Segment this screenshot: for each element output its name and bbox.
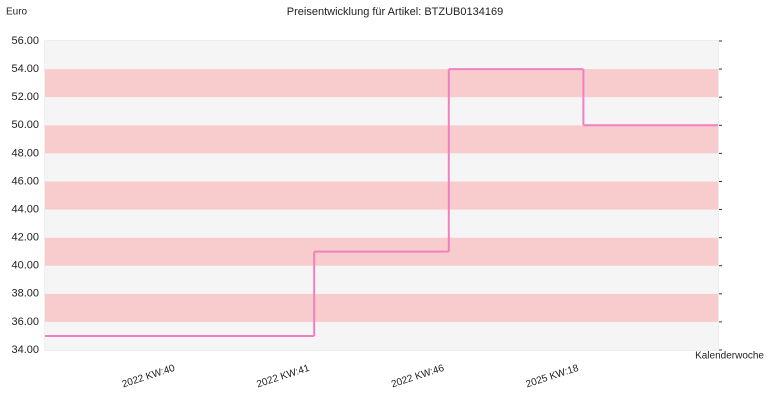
x-axis-label: Kalenderwoche xyxy=(695,351,764,362)
band xyxy=(45,69,718,98)
band xyxy=(45,97,718,126)
y-tick-label: 42.00 xyxy=(11,232,39,244)
band xyxy=(45,153,718,182)
y-tick-label: 36.00 xyxy=(11,316,39,328)
band xyxy=(45,125,718,154)
band xyxy=(45,41,718,70)
band xyxy=(45,293,718,322)
x-tick-label: 2022 KW:40 xyxy=(121,363,177,391)
x-tick-label: 2025 KW:18 xyxy=(525,363,581,391)
y-tick-label: 34.00 xyxy=(11,344,39,356)
y-tick-label: 38.00 xyxy=(11,288,39,300)
y-tick-label: 44.00 xyxy=(11,203,39,215)
y-tick-label: 46.00 xyxy=(11,175,39,187)
x-tick-label: 2022 KW:41 xyxy=(255,363,311,391)
y-tick-label: 56.00 xyxy=(11,35,39,47)
band xyxy=(45,181,718,210)
x-tick-label: 2022 KW:46 xyxy=(390,363,446,391)
chart-title: Preisentwicklung für Artikel: BTZUB01341… xyxy=(287,6,503,18)
y-tick-label: 48.00 xyxy=(11,147,39,159)
y-tick-label: 40.00 xyxy=(11,260,39,272)
y-tick-label: 52.00 xyxy=(11,91,39,103)
y-tick-label: 50.00 xyxy=(11,119,39,131)
y-axis-label: Euro xyxy=(6,7,28,18)
band xyxy=(45,209,718,238)
band xyxy=(45,265,718,294)
y-tick-label: 54.00 xyxy=(11,63,39,75)
